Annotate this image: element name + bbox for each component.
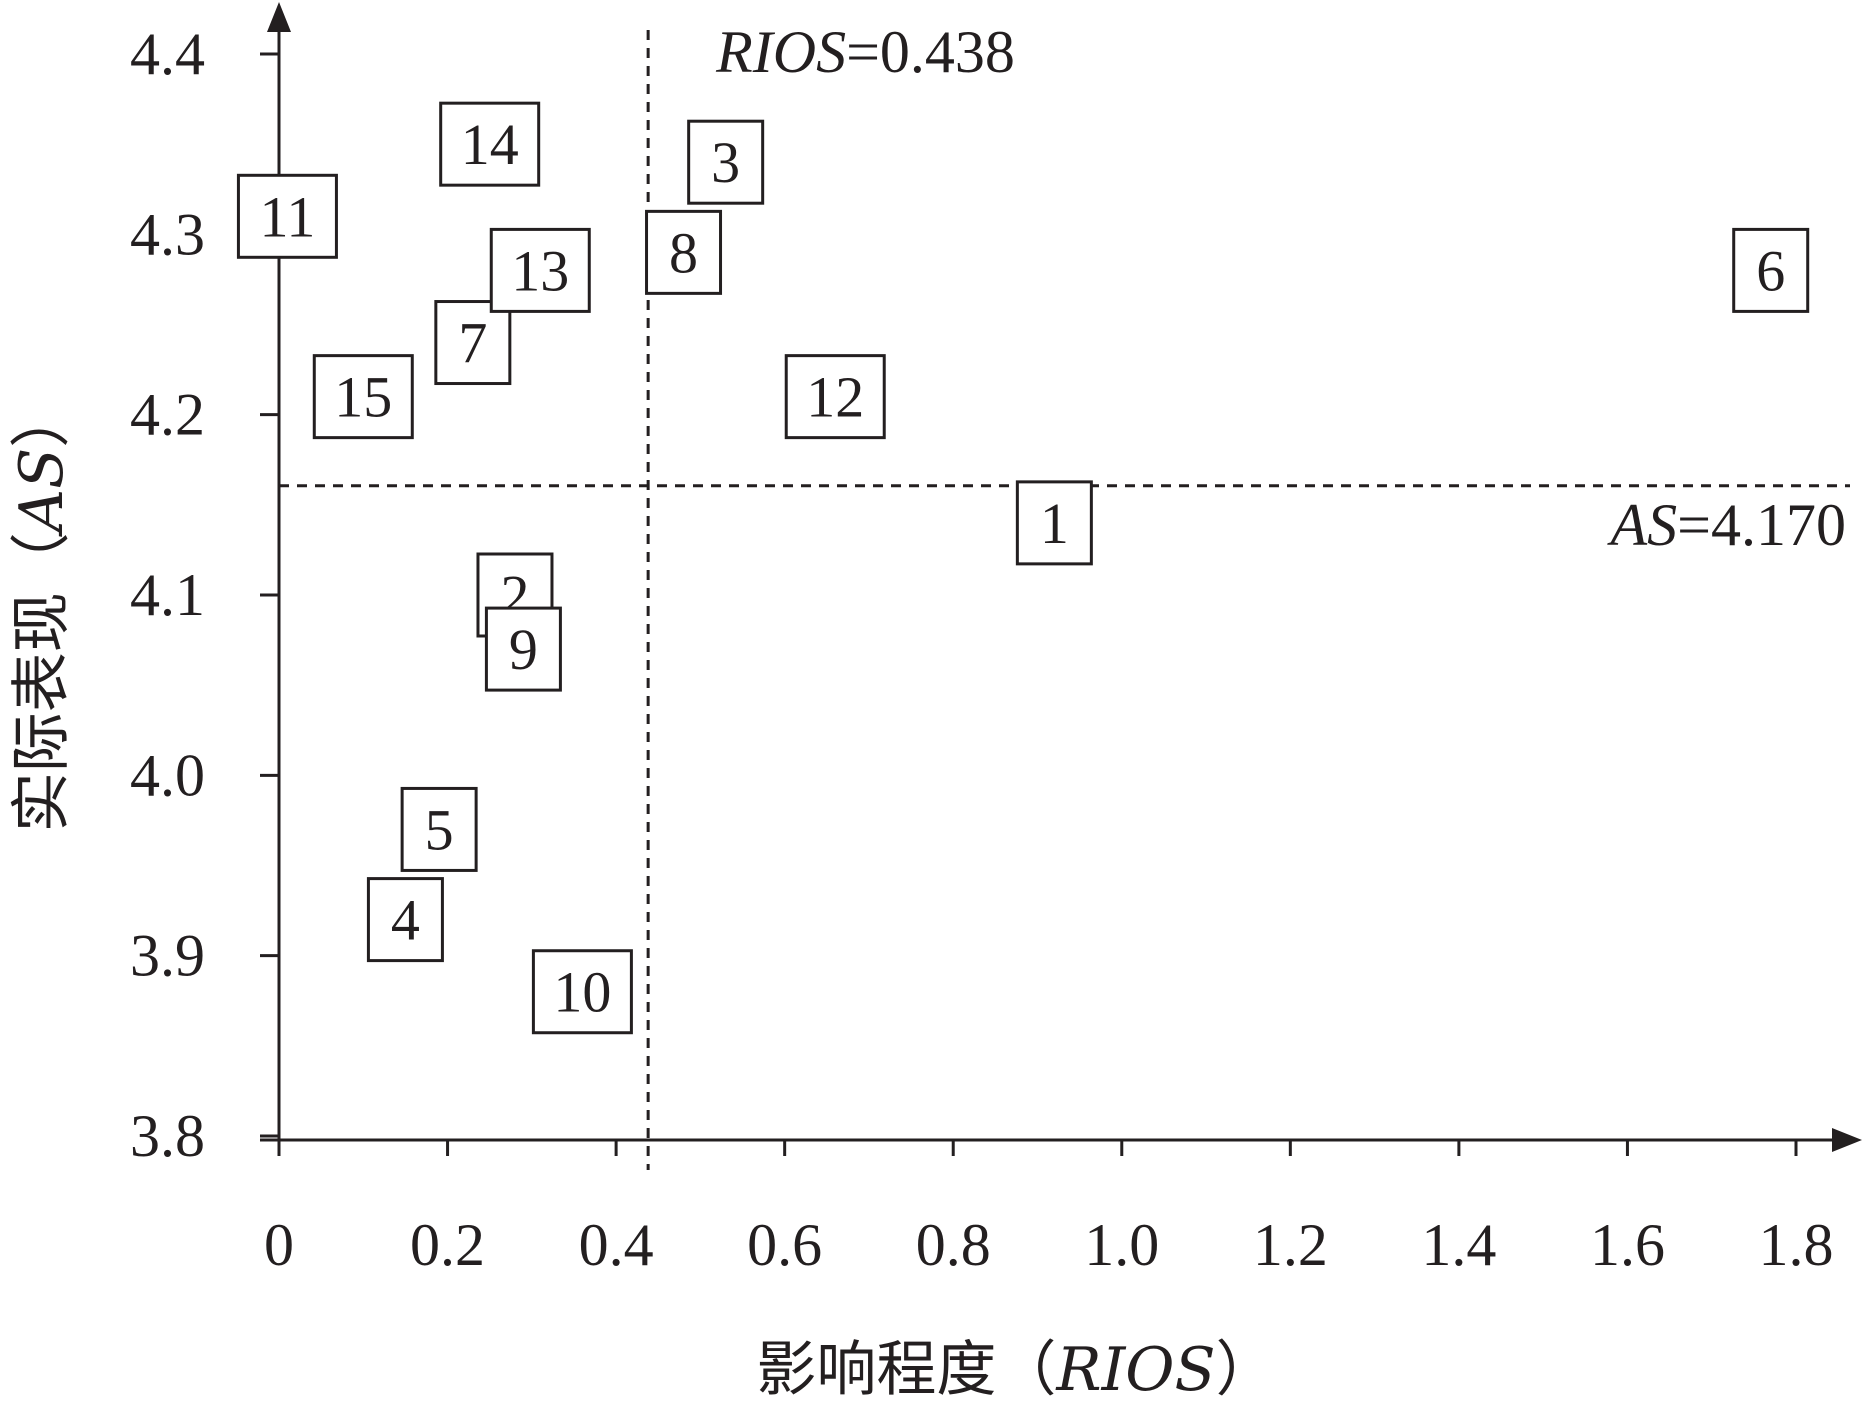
x-tick-label: 1.2 <box>1253 1212 1328 1278</box>
data-point-box <box>366 877 444 963</box>
data-point-label: 15 <box>334 365 392 430</box>
as-reference-label-italic: AS <box>1607 492 1678 558</box>
y-tick-label: 4.2 <box>130 382 205 448</box>
data-point-box <box>1015 480 1093 566</box>
x-tick-label: 1.4 <box>1421 1212 1496 1278</box>
data-point-box <box>531 949 633 1035</box>
rios-reference-label: RIOS=0.438 <box>715 19 1015 85</box>
data-point-1: 1 <box>1015 480 1093 566</box>
x-axis-title-italic: RIOS <box>1055 1335 1215 1404</box>
data-point-3: 3 <box>687 119 765 205</box>
data-point-label: 12 <box>806 365 864 430</box>
data-point-label: 7 <box>458 311 487 376</box>
rios-reference-label-value: =0.438 <box>846 19 1015 85</box>
y-tick-label: 4.1 <box>130 562 205 628</box>
data-point-10: 10 <box>531 949 633 1035</box>
data-point-6: 6 <box>1732 227 1810 313</box>
x-tick-label: 1.0 <box>1084 1212 1159 1278</box>
data-point-label: 13 <box>511 238 569 303</box>
data-point-label: 3 <box>711 130 740 195</box>
y-axis-arrowhead <box>267 2 291 32</box>
x-tick-label: 0.6 <box>747 1212 822 1278</box>
y-tick-label: 3.8 <box>130 1103 205 1169</box>
x-tick-label: 1.8 <box>1759 1212 1834 1278</box>
data-point-box <box>687 119 765 205</box>
data-point-box <box>784 354 886 440</box>
x-tick-label: 0 <box>264 1212 294 1278</box>
data-point-8: 8 <box>645 209 723 295</box>
x-axis-title-prefix: 影响程度（ <box>756 1335 1056 1404</box>
data-point-label: 5 <box>425 797 454 862</box>
data-point-box <box>312 354 414 440</box>
y-axis-title: 实际表现（AS） <box>7 388 77 832</box>
data-point-9: 9 <box>484 606 562 692</box>
as-reference-label-value: =4.170 <box>1677 492 1846 558</box>
y-axis-title-prefix: 实际表现（ <box>7 532 77 832</box>
x-tick-label: 0.4 <box>579 1212 654 1278</box>
data-point-label: 6 <box>1756 238 1785 303</box>
data-point-4: 4 <box>366 877 444 963</box>
data-point-14: 14 <box>439 101 541 187</box>
data-point-box <box>1732 227 1810 313</box>
data-point-label: 9 <box>509 617 538 682</box>
data-point-label: 8 <box>669 220 698 285</box>
reference-lines: RIOS=0.438 AS=4.170 <box>279 19 1850 1170</box>
data-point-box <box>400 786 478 872</box>
x-tick-label: 0.2 <box>410 1212 485 1278</box>
rios-reference-label-italic: RIOS <box>715 19 846 85</box>
data-point-box <box>434 300 512 386</box>
data-point-13: 13 <box>489 227 591 313</box>
x-axis-title-suffix: ） <box>1216 1335 1276 1404</box>
data-point-label: 4 <box>391 888 420 953</box>
data-point-label: 14 <box>461 112 519 177</box>
y-tick-label: 3.9 <box>130 923 205 989</box>
x-axis-title: 影响程度（RIOS） <box>756 1335 1275 1404</box>
x-tick-label: 0.8 <box>916 1212 991 1278</box>
data-point-label: 1 <box>1040 491 1069 556</box>
data-point-box <box>489 227 591 313</box>
x-axis-arrowhead <box>1832 1128 1862 1152</box>
data-point-box <box>484 606 562 692</box>
data-point-label: 10 <box>553 960 611 1025</box>
data-point-5: 5 <box>400 786 478 872</box>
data-point-15: 15 <box>312 354 414 440</box>
x-tick-label: 1.6 <box>1590 1212 1665 1278</box>
data-point-label: 11 <box>259 184 315 249</box>
data-point-12: 12 <box>784 354 886 440</box>
data-point-box <box>236 173 338 259</box>
y-tick-label: 4.0 <box>130 742 205 808</box>
y-tick-label: 4.3 <box>130 201 205 267</box>
as-reference-label: AS=4.170 <box>1607 492 1847 558</box>
y-axis-title-italic: AS <box>7 448 77 537</box>
y-tick-label: 4.4 <box>130 21 205 87</box>
axis-ticks: 0 0.2 0.4 0.6 0.8 1.0 1.2 1.4 1.6 1.8 3.8 3.9 4.0 4.1… <box>130 21 1834 1278</box>
data-point-11: 11 <box>236 173 338 259</box>
data-point-box <box>439 101 541 187</box>
data-point-box <box>645 209 723 295</box>
data-point-7: 7 <box>434 300 512 386</box>
y-axis-title-suffix: ） <box>7 388 77 448</box>
